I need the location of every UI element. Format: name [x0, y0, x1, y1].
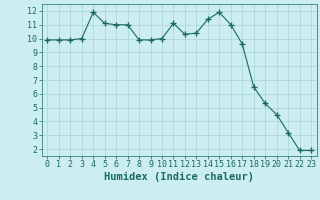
X-axis label: Humidex (Indice chaleur): Humidex (Indice chaleur)	[104, 172, 254, 182]
